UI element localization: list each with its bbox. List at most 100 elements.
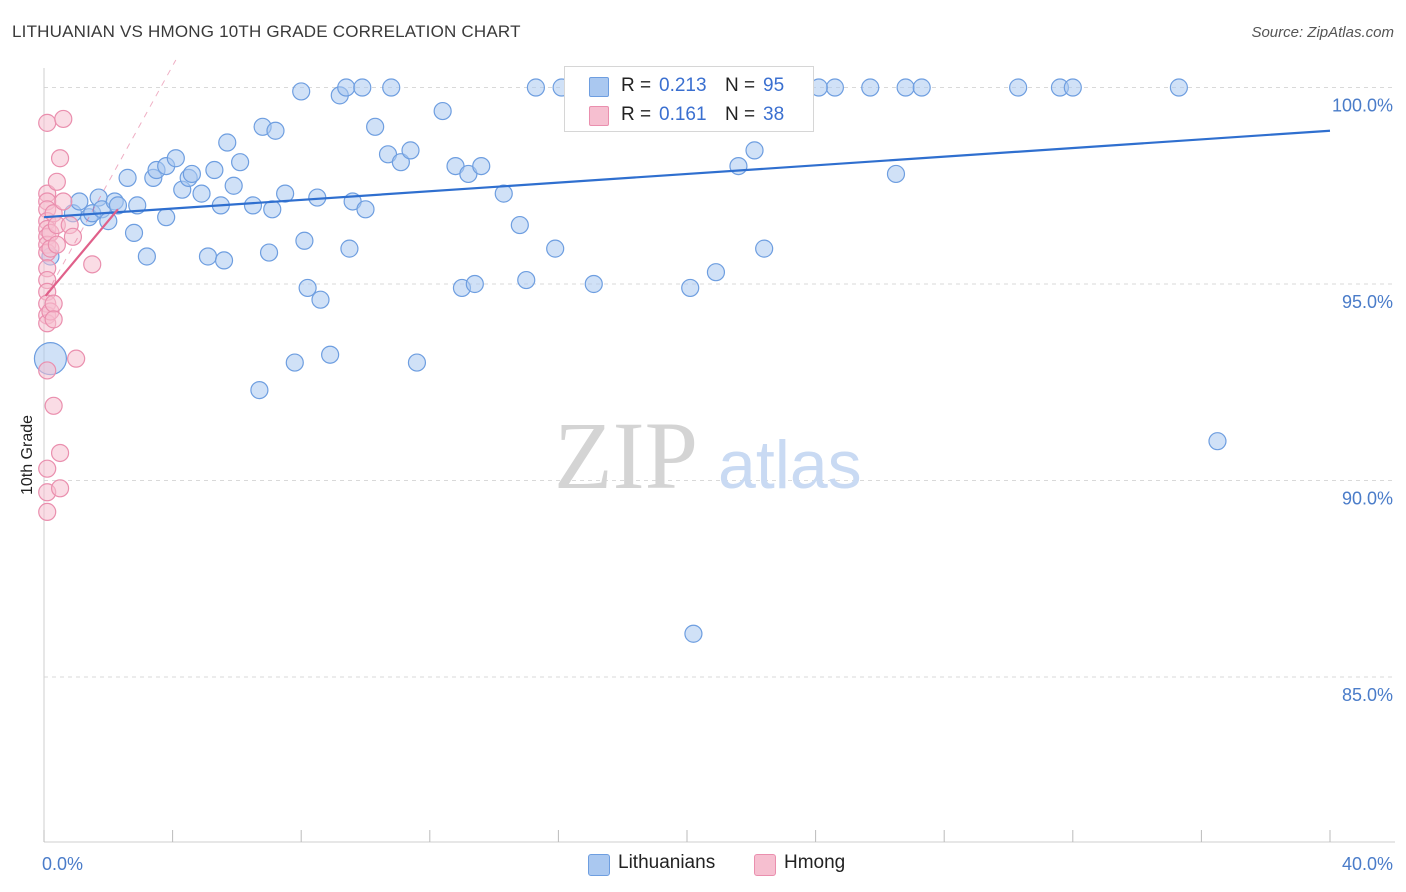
lithuanian-point <box>825 78 844 97</box>
lithuanian-point <box>517 270 536 290</box>
r-value: 0.213 <box>659 75 707 96</box>
lithuanian-point <box>526 78 545 97</box>
lithuanian-point <box>886 164 906 184</box>
grid-lines <box>44 87 1395 678</box>
hmong-point <box>44 396 63 415</box>
lithuanian-point <box>124 223 144 243</box>
lithuanian-point <box>1009 78 1028 97</box>
lithuanian-point <box>263 200 282 219</box>
trend-lines <box>43 59 1331 297</box>
hmong-point <box>50 479 70 498</box>
lithuanian-point <box>706 263 726 282</box>
hmong-point <box>38 502 57 522</box>
legend-label: Hmong <box>784 852 846 873</box>
lithuanian-point <box>118 168 137 187</box>
lithuanian-point <box>250 380 269 400</box>
lithuanian-point <box>214 251 234 270</box>
lithuanian-point <box>295 231 314 250</box>
lithuanian-point <box>231 153 250 172</box>
data-points <box>33 78 1227 643</box>
hmong-point <box>54 109 73 129</box>
lithuanian-point <box>192 184 211 203</box>
hmong-point <box>47 235 66 254</box>
lithuanian-point <box>321 345 340 364</box>
hmong-point <box>38 113 57 132</box>
lithuanian-point <box>755 239 774 258</box>
lithuanian-point <box>465 274 484 294</box>
lithuanian-point <box>729 157 748 176</box>
stats-swatch-blue <box>589 77 609 97</box>
lithuanian-point <box>205 160 224 180</box>
lithuanian-point <box>198 247 218 266</box>
watermark-atlas: atlas <box>718 427 862 503</box>
legend-swatch-blue <box>588 854 610 876</box>
n-label: N = <box>725 75 756 96</box>
r-label: R = <box>621 75 652 96</box>
lithuanian-point <box>337 78 356 97</box>
r-value: 0.161 <box>659 104 707 125</box>
legend-swatch-pink <box>754 854 776 876</box>
lithuanian-point <box>292 82 311 101</box>
lithuanian-point <box>366 117 385 136</box>
lithuanian-point <box>259 243 279 262</box>
hmong-point <box>67 349 86 368</box>
lithuanian-point <box>224 176 243 195</box>
source-label: Source: ZipAtlas.com <box>1251 24 1394 41</box>
lithuanian-point <box>584 274 603 294</box>
tick-labels: 100.0% 95.0% 90.0% 85.0% 0.0% 40.0% <box>42 96 1393 874</box>
stats-swatch-pink <box>589 106 609 126</box>
hmong-point <box>44 294 63 313</box>
watermark-zip: ZIP <box>554 402 698 509</box>
lithuanian-point <box>472 157 491 176</box>
chart-title: LITHUANIAN VS HMONG 10TH GRADE CORRELATI… <box>12 22 521 41</box>
hmong-point <box>63 227 83 246</box>
hmong-point <box>54 192 73 211</box>
lithuanian-point <box>298 278 317 298</box>
x-tick-label: 0.0% <box>42 854 83 874</box>
lithuanian-point <box>285 353 304 372</box>
lithuanian-point <box>401 141 420 160</box>
hmong-point <box>83 255 102 274</box>
n-value: 95 <box>763 75 785 96</box>
lithuanian-point <box>182 164 201 184</box>
lithuanian-point <box>137 247 156 266</box>
lithuanian-point <box>266 121 285 140</box>
lithuanian-point <box>391 153 410 172</box>
lithuanian-point <box>494 184 513 203</box>
lithuanian-point <box>433 101 452 121</box>
lithuanian-point <box>311 290 330 309</box>
hmong-point <box>38 361 57 380</box>
lithuanian-point <box>407 353 427 372</box>
lithuanian-point <box>353 78 372 97</box>
stats-box: R = 0.213 N = 95 R = 0.161 N = 38 <box>564 66 814 132</box>
legend-label: Lithuanians <box>618 852 716 873</box>
lithuanian-point <box>166 149 185 168</box>
hmong-trend-line <box>44 208 119 297</box>
lithuanian-point <box>896 78 915 97</box>
y-tick-label: 100.0% <box>1332 96 1393 116</box>
y-tick-label: 90.0% <box>1342 488 1393 508</box>
lithuanian-point <box>681 278 700 298</box>
hmong-point <box>44 310 63 329</box>
lithuanian-point <box>108 196 128 215</box>
lithuanian-point <box>1063 78 1082 97</box>
lithuanian-point <box>1208 432 1227 451</box>
legend: Lithuanians Hmong <box>0 852 1406 878</box>
y-tick-label: 95.0% <box>1342 292 1393 312</box>
watermark: ZIP atlas <box>554 402 862 509</box>
n-label: N = <box>725 104 756 125</box>
lithuanian-point <box>218 133 237 152</box>
r-label: R = <box>621 104 652 125</box>
hmong-point <box>38 459 57 478</box>
n-value: 38 <box>763 104 785 125</box>
lithuanian-point <box>510 215 529 235</box>
lithuanian-point <box>861 78 880 97</box>
x-tick-label: 40.0% <box>1342 854 1393 874</box>
hmong-point <box>50 149 70 168</box>
stats-row-lithuanians: R = 0.213 N = 95 <box>565 71 813 101</box>
lithuanian-point <box>546 239 565 258</box>
hmong-trend-extension <box>45 59 177 297</box>
lithuanian-point <box>276 184 295 203</box>
hmong-point <box>47 172 66 191</box>
